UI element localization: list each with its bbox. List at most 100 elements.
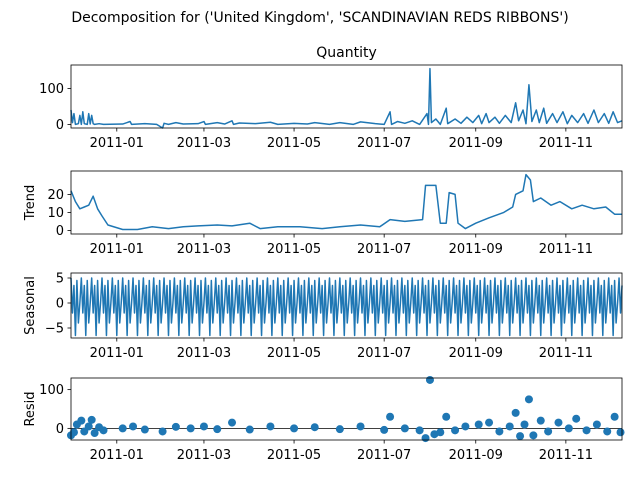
resid-panel: 0 100 2011-01 2011-03 2011-05 2011-07 2011-09 2… (23, 375, 625, 463)
resid-point-44 (529, 431, 538, 440)
trend-ytick-label: 0 (56, 224, 64, 239)
quantity-title: Quantity (316, 45, 377, 61)
resid-point-9 (99, 426, 108, 435)
resid-point-34 (451, 426, 460, 435)
resid-point-41 (516, 432, 525, 441)
resid-xtick-label: 2011-11 (539, 448, 593, 463)
resid-point-33 (442, 412, 451, 421)
resid-point-53 (610, 412, 619, 421)
resid-point-39 (505, 422, 514, 431)
trend-xtick-label: 2011-07 (357, 242, 411, 257)
seasonal-xtick-label: 2011-11 (539, 346, 593, 361)
resid-xtick-label: 2011-09 (449, 448, 503, 463)
resid-point-36 (474, 420, 483, 429)
trend-ytick-label: 10 (47, 206, 64, 221)
resid-xtick-label: 2011-01 (90, 448, 144, 463)
quantity-xtick-label: 2011-05 (267, 136, 321, 151)
trend-ylabel: Trend (23, 185, 38, 222)
quantity-xtick-label: 2011-07 (357, 136, 411, 151)
seasonal-ytick-label: 5 (56, 272, 64, 287)
resid-point-20 (266, 422, 275, 431)
resid-point-5 (84, 422, 93, 431)
resid-point-3 (77, 416, 86, 425)
seasonal-axes-frame (70, 272, 623, 339)
resid-point-16 (199, 422, 208, 431)
resid-point-32 (436, 428, 445, 437)
quantity-xtick-label: 2011-09 (449, 136, 503, 151)
resid-point-18 (228, 418, 237, 427)
resid-axes-frame (70, 377, 623, 441)
trend-xtick-label: 2011-09 (449, 242, 503, 257)
resid-point-38 (495, 427, 504, 436)
resid-point-1 (69, 428, 78, 437)
resid-point-27 (400, 424, 409, 433)
seasonal-ylabel: Seasonal (23, 276, 38, 335)
seasonal-series-line (70, 277, 623, 337)
seasonal-panel: −5 0 5 2011-01 2011-03 2011-05 2011-07 2011-09 2… (23, 272, 623, 361)
trend-axes-frame (70, 170, 623, 235)
trend-xtick-label: 2011-05 (267, 242, 321, 257)
resid-point-12 (140, 425, 149, 434)
resid-point-13 (158, 427, 167, 436)
resid-ytick-label: 0 (56, 422, 64, 437)
resid-ylabel: Resid (23, 391, 38, 426)
quantity-ytick-label: 100 (39, 82, 64, 97)
resid-point-30 (425, 375, 434, 384)
resid-point-21 (290, 424, 299, 433)
seasonal-xtick-label: 2011-09 (449, 346, 503, 361)
resid-xtick-label: 2011-07 (357, 448, 411, 463)
trend-xtick-label: 2011-11 (539, 242, 593, 257)
resid-point-24 (356, 422, 365, 431)
resid-point-28 (415, 426, 424, 435)
resid-xtick-label: 2011-03 (177, 448, 231, 463)
resid-point-51 (592, 420, 601, 429)
trend-ytick-label: 20 (47, 188, 64, 203)
resid-point-6 (87, 415, 96, 424)
resid-point-52 (603, 427, 612, 436)
figure-title: Decomposition for ('United Kingdom', 'SC… (71, 10, 568, 26)
resid-point-49 (572, 414, 581, 423)
resid-point-45 (536, 416, 545, 425)
resid-point-19 (245, 425, 254, 434)
resid-point-25 (380, 425, 389, 434)
resid-point-11 (129, 422, 138, 431)
seasonal-xtick-label: 2011-01 (90, 346, 144, 361)
seasonal-ytick-label: −5 (45, 322, 64, 337)
trend-series-line (70, 173, 622, 231)
trend-xtick-label: 2011-03 (177, 242, 231, 257)
trend-panel: 0 10 20 2011-01 2011-03 2011-05 2011-07 2011-09… (23, 170, 623, 257)
resid-point-10 (118, 424, 127, 433)
seasonal-xtick-label: 2011-03 (177, 346, 231, 361)
trend-xtick-label: 2011-01 (90, 242, 144, 257)
resid-ytick-label: 100 (39, 383, 64, 398)
resid-point-37 (485, 418, 494, 427)
quantity-panel: 0 100 2011-01 2011-03 2011-05 2011-07 2011-09 2… (39, 45, 623, 151)
resid-point-23 (335, 425, 344, 434)
resid-point-29 (421, 434, 430, 443)
resid-point-26 (386, 412, 395, 421)
resid-point-46 (544, 427, 553, 436)
quantity-axes-frame (70, 64, 623, 129)
quantity-xtick-label: 2011-11 (539, 136, 593, 151)
resid-point-42 (520, 420, 529, 429)
resid-point-7 (90, 429, 99, 438)
quantity-xtick-label: 2011-01 (90, 136, 144, 151)
resid-point-43 (524, 395, 533, 404)
resid-point-47 (554, 418, 563, 427)
resid-point-17 (213, 425, 222, 434)
seasonal-ytick-label: 0 (56, 297, 64, 312)
quantity-ytick-label: 0 (56, 118, 64, 133)
seasonal-xtick-label: 2011-07 (357, 346, 411, 361)
resid-point-22 (310, 423, 319, 432)
resid-point-54 (616, 428, 625, 437)
seasonal-xtick-label: 2011-05 (267, 346, 321, 361)
resid-point-50 (582, 426, 591, 435)
resid-point-48 (564, 424, 573, 433)
resid-point-40 (511, 408, 520, 417)
quantity-series-line (70, 67, 623, 129)
quantity-xtick-label: 2011-03 (177, 136, 231, 151)
resid-xtick-label: 2011-05 (267, 448, 321, 463)
resid-point-35 (461, 422, 470, 431)
